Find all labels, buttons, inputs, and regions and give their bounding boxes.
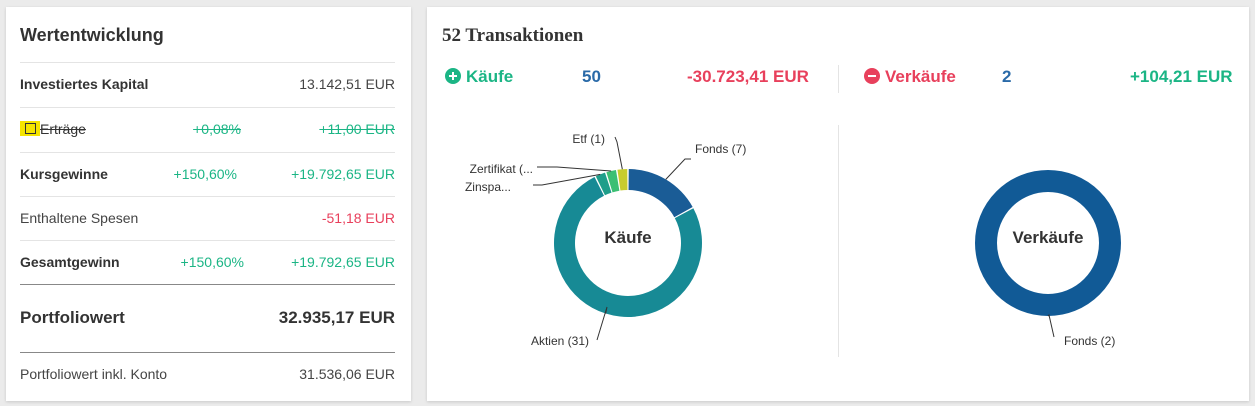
leader-line: [614, 136, 623, 170]
slice-label: Fonds (2): [1064, 334, 1115, 348]
row-amount: 32.935,17 EUR: [278, 308, 395, 327]
slice-label: Zertifikat (...: [470, 162, 533, 176]
ertraege-checkbox[interactable]: [20, 121, 40, 136]
row-amount: +19.792,65 EUR: [291, 166, 395, 182]
leader-line: [596, 306, 608, 341]
plus-circle-icon: [445, 68, 461, 84]
row-amount: 31.536,06 EUR: [299, 366, 395, 382]
row-portfoliowert-konto: Portfoliowert inkl. Konto 31.536,06 EUR: [20, 352, 395, 396]
row-label: Portfoliowert inkl. Konto: [20, 366, 168, 382]
donut-slice[interactable]: [975, 170, 1121, 316]
row-gesamtgewinn: Gesamtgewinn +150,60% +19.792,65 EUR: [20, 240, 395, 284]
row-label: Gesamtgewinn: [20, 254, 120, 270]
verkaeufe-label[interactable]: Verkäufe: [864, 67, 956, 87]
minus-circle-icon: [864, 68, 880, 84]
row-amount: +19.792,65 EUR: [291, 254, 395, 270]
row-amount: 13.142,51 EUR: [299, 76, 395, 92]
donut-slice[interactable]: [606, 169, 620, 193]
donut-slice[interactable]: [554, 177, 702, 318]
row-label: Kursgewinne: [20, 166, 108, 182]
slice-label: Zinspa...: [465, 180, 511, 194]
donut-slice[interactable]: [595, 172, 612, 196]
ertraege-label: Erträge: [40, 121, 86, 137]
row-pct: +0,08%: [193, 121, 241, 137]
kaeufe-label-text: Käufe: [466, 67, 514, 86]
slice-label: Aktien (31): [531, 334, 589, 348]
donut-slice[interactable]: [628, 169, 693, 218]
kaeufe-label[interactable]: Käufe: [445, 67, 513, 87]
card-title: Wertentwicklung: [20, 25, 164, 45]
row-ertraege: Erträge +0,08% +11,00 EUR: [20, 107, 395, 151]
kaeufe-count: 50: [582, 67, 601, 86]
row-label: Erträge: [20, 121, 86, 137]
wertentwicklung-card: Wertentwicklung Investiertes Kapital 13.…: [6, 7, 411, 401]
verkaeufe-amount: +104,21 EUR: [1130, 67, 1233, 86]
row-amount: +11,00 EUR: [319, 121, 395, 137]
row-investiertes-kapital: Investiertes Kapital 13.142,51 EUR: [20, 62, 395, 106]
slice-label: Etf (1): [572, 132, 605, 146]
card-title: 52 Transaktionen: [442, 25, 584, 46]
verkaeufe-donut-chart: Verkäufe Fonds (2): [975, 170, 1121, 348]
leader-line: [537, 166, 612, 172]
chart-center-label: Verkäufe: [1013, 228, 1084, 247]
row-spesen: Enthaltene Spesen -51,18 EUR: [20, 196, 395, 240]
row-label: Portfoliowert: [20, 308, 125, 327]
verkaeufe-count: 2: [1002, 67, 1012, 86]
transaktionen-card: 52 Transaktionen Käufe 50 -30.723,41 EUR…: [427, 7, 1249, 401]
leader-line: [665, 158, 691, 180]
stats-divider: [838, 65, 839, 93]
row-label: Investiertes Kapital: [20, 76, 149, 92]
row-pct: +150,60%: [180, 254, 244, 270]
checkbox-icon: [25, 123, 36, 134]
leader-line: [533, 173, 601, 186]
row-label: Enthaltene Spesen: [20, 210, 139, 226]
row-pct: +150,60%: [173, 166, 237, 182]
leader-line: [1047, 314, 1055, 338]
verkaeufe-label-text: Verkäufe: [885, 67, 956, 86]
charts-divider: [838, 125, 839, 357]
kaeufe-donut-chart: Käufe Fonds (7) Aktien (31) Zinspa... Zerti…: [465, 132, 746, 348]
kaeufe-amount: -30.723,41 EUR: [687, 67, 809, 86]
donut-slice[interactable]: [617, 169, 628, 191]
chart-center-label: Käufe: [604, 228, 651, 247]
row-portfoliowert: Portfoliowert 32.935,17 EUR: [20, 284, 395, 352]
row-kursgewinne: Kursgewinne +150,60% +19.792,65 EUR: [20, 152, 395, 196]
slice-label: Fonds (7): [695, 142, 746, 156]
row-amount: -51,18 EUR: [321, 210, 395, 226]
